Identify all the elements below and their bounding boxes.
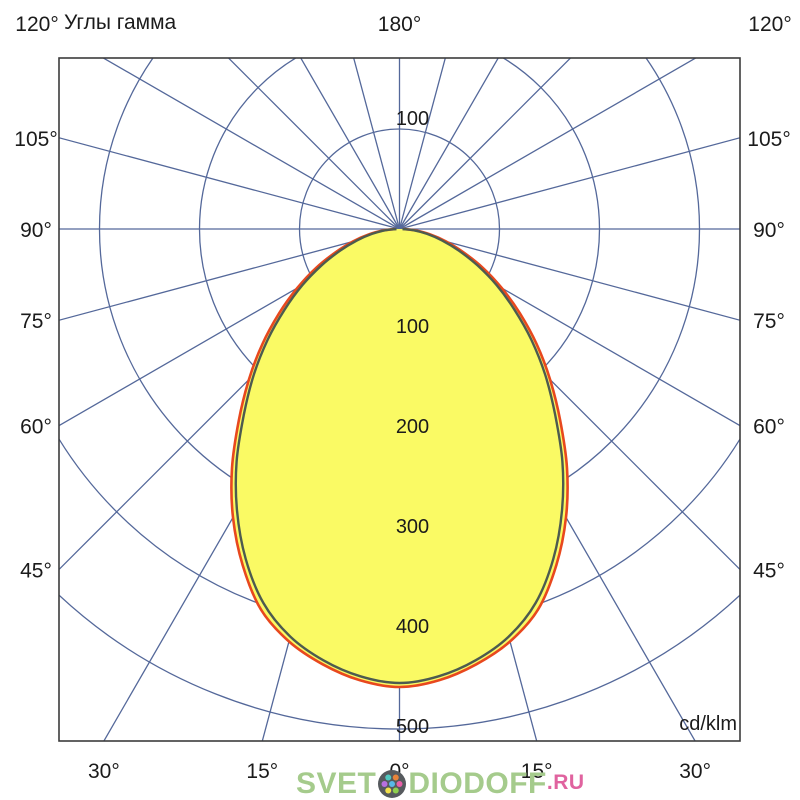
gamma-ray-gridline xyxy=(399,228,740,427)
radial-tick-label: 400 xyxy=(396,616,429,638)
radial-tick-label: 100 xyxy=(396,316,429,338)
gamma-ray-gridline xyxy=(59,228,400,427)
watermark-text-2: DIODOFF xyxy=(408,767,547,800)
gamma-ray-gridline xyxy=(398,58,446,230)
plot-frame xyxy=(58,57,741,742)
gamma-ray-gridline xyxy=(353,58,401,230)
angle-tick-label: 120° xyxy=(748,13,791,36)
watermark-logo-dot xyxy=(393,774,400,781)
radial-gridline-circle xyxy=(59,594,740,730)
gamma-ray-gridline xyxy=(399,137,740,230)
watermark-logo-dot xyxy=(389,781,396,787)
watermark: SVET DIODOFF .RU xyxy=(296,768,585,800)
watermark-suffix: .RU xyxy=(546,771,585,794)
angle-tick-label: 60° xyxy=(20,416,52,439)
gamma-ray-gridline xyxy=(227,58,400,230)
angle-tick-label: 45° xyxy=(753,560,785,583)
watermark-logo-icon xyxy=(378,770,407,798)
intensity-curve-inner xyxy=(234,227,565,685)
watermark-logo-dot xyxy=(396,781,403,787)
watermark-logo-dot xyxy=(393,787,400,794)
watermark-logo-dot xyxy=(385,787,392,794)
chart-title: Углы гамма xyxy=(64,11,177,34)
angle-tick-label: 90° xyxy=(20,219,52,242)
radial-tick-label: 300 xyxy=(396,516,429,538)
watermark-logo-dot xyxy=(381,781,388,787)
top-angle-label: 180° xyxy=(378,13,421,36)
intensity-curve-outer xyxy=(230,227,569,689)
angle-tick-label: 75° xyxy=(20,310,52,333)
angle-tick-label: 15° xyxy=(246,760,278,783)
gamma-ray-gridline xyxy=(59,137,400,230)
radial-tick-label: 100 xyxy=(396,108,429,130)
radial-tick-label: 500 xyxy=(396,716,429,738)
gamma-ray-gridline xyxy=(399,228,740,321)
gamma-ray-gridline xyxy=(399,58,572,230)
gamma-ray-gridline xyxy=(102,58,400,230)
radial-tick-label: 200 xyxy=(396,416,429,438)
angle-tick-label: 90° xyxy=(753,219,785,242)
gamma-ray-gridline xyxy=(398,58,499,230)
angle-tick-label: 120° xyxy=(15,13,58,36)
unit-label: cd/klm xyxy=(679,713,737,735)
angle-tick-label: 105° xyxy=(14,128,57,151)
angle-tick-label: 30° xyxy=(88,760,120,783)
angle-tick-label: 15° xyxy=(521,760,553,783)
gamma-ray-gridline xyxy=(59,228,400,321)
angle-tick-label: 30° xyxy=(679,760,711,783)
angle-tick-label: 45° xyxy=(20,560,52,583)
watermark-logo-dot xyxy=(385,774,392,781)
watermark-text-1: SVET xyxy=(296,767,377,800)
angle-tick-label: 60° xyxy=(753,416,785,439)
angle-tick-label: 75° xyxy=(753,310,785,333)
angle-tick-label: 105° xyxy=(747,128,790,151)
gamma-ray-gridline xyxy=(399,58,697,230)
gamma-ray-gridline xyxy=(300,58,401,230)
